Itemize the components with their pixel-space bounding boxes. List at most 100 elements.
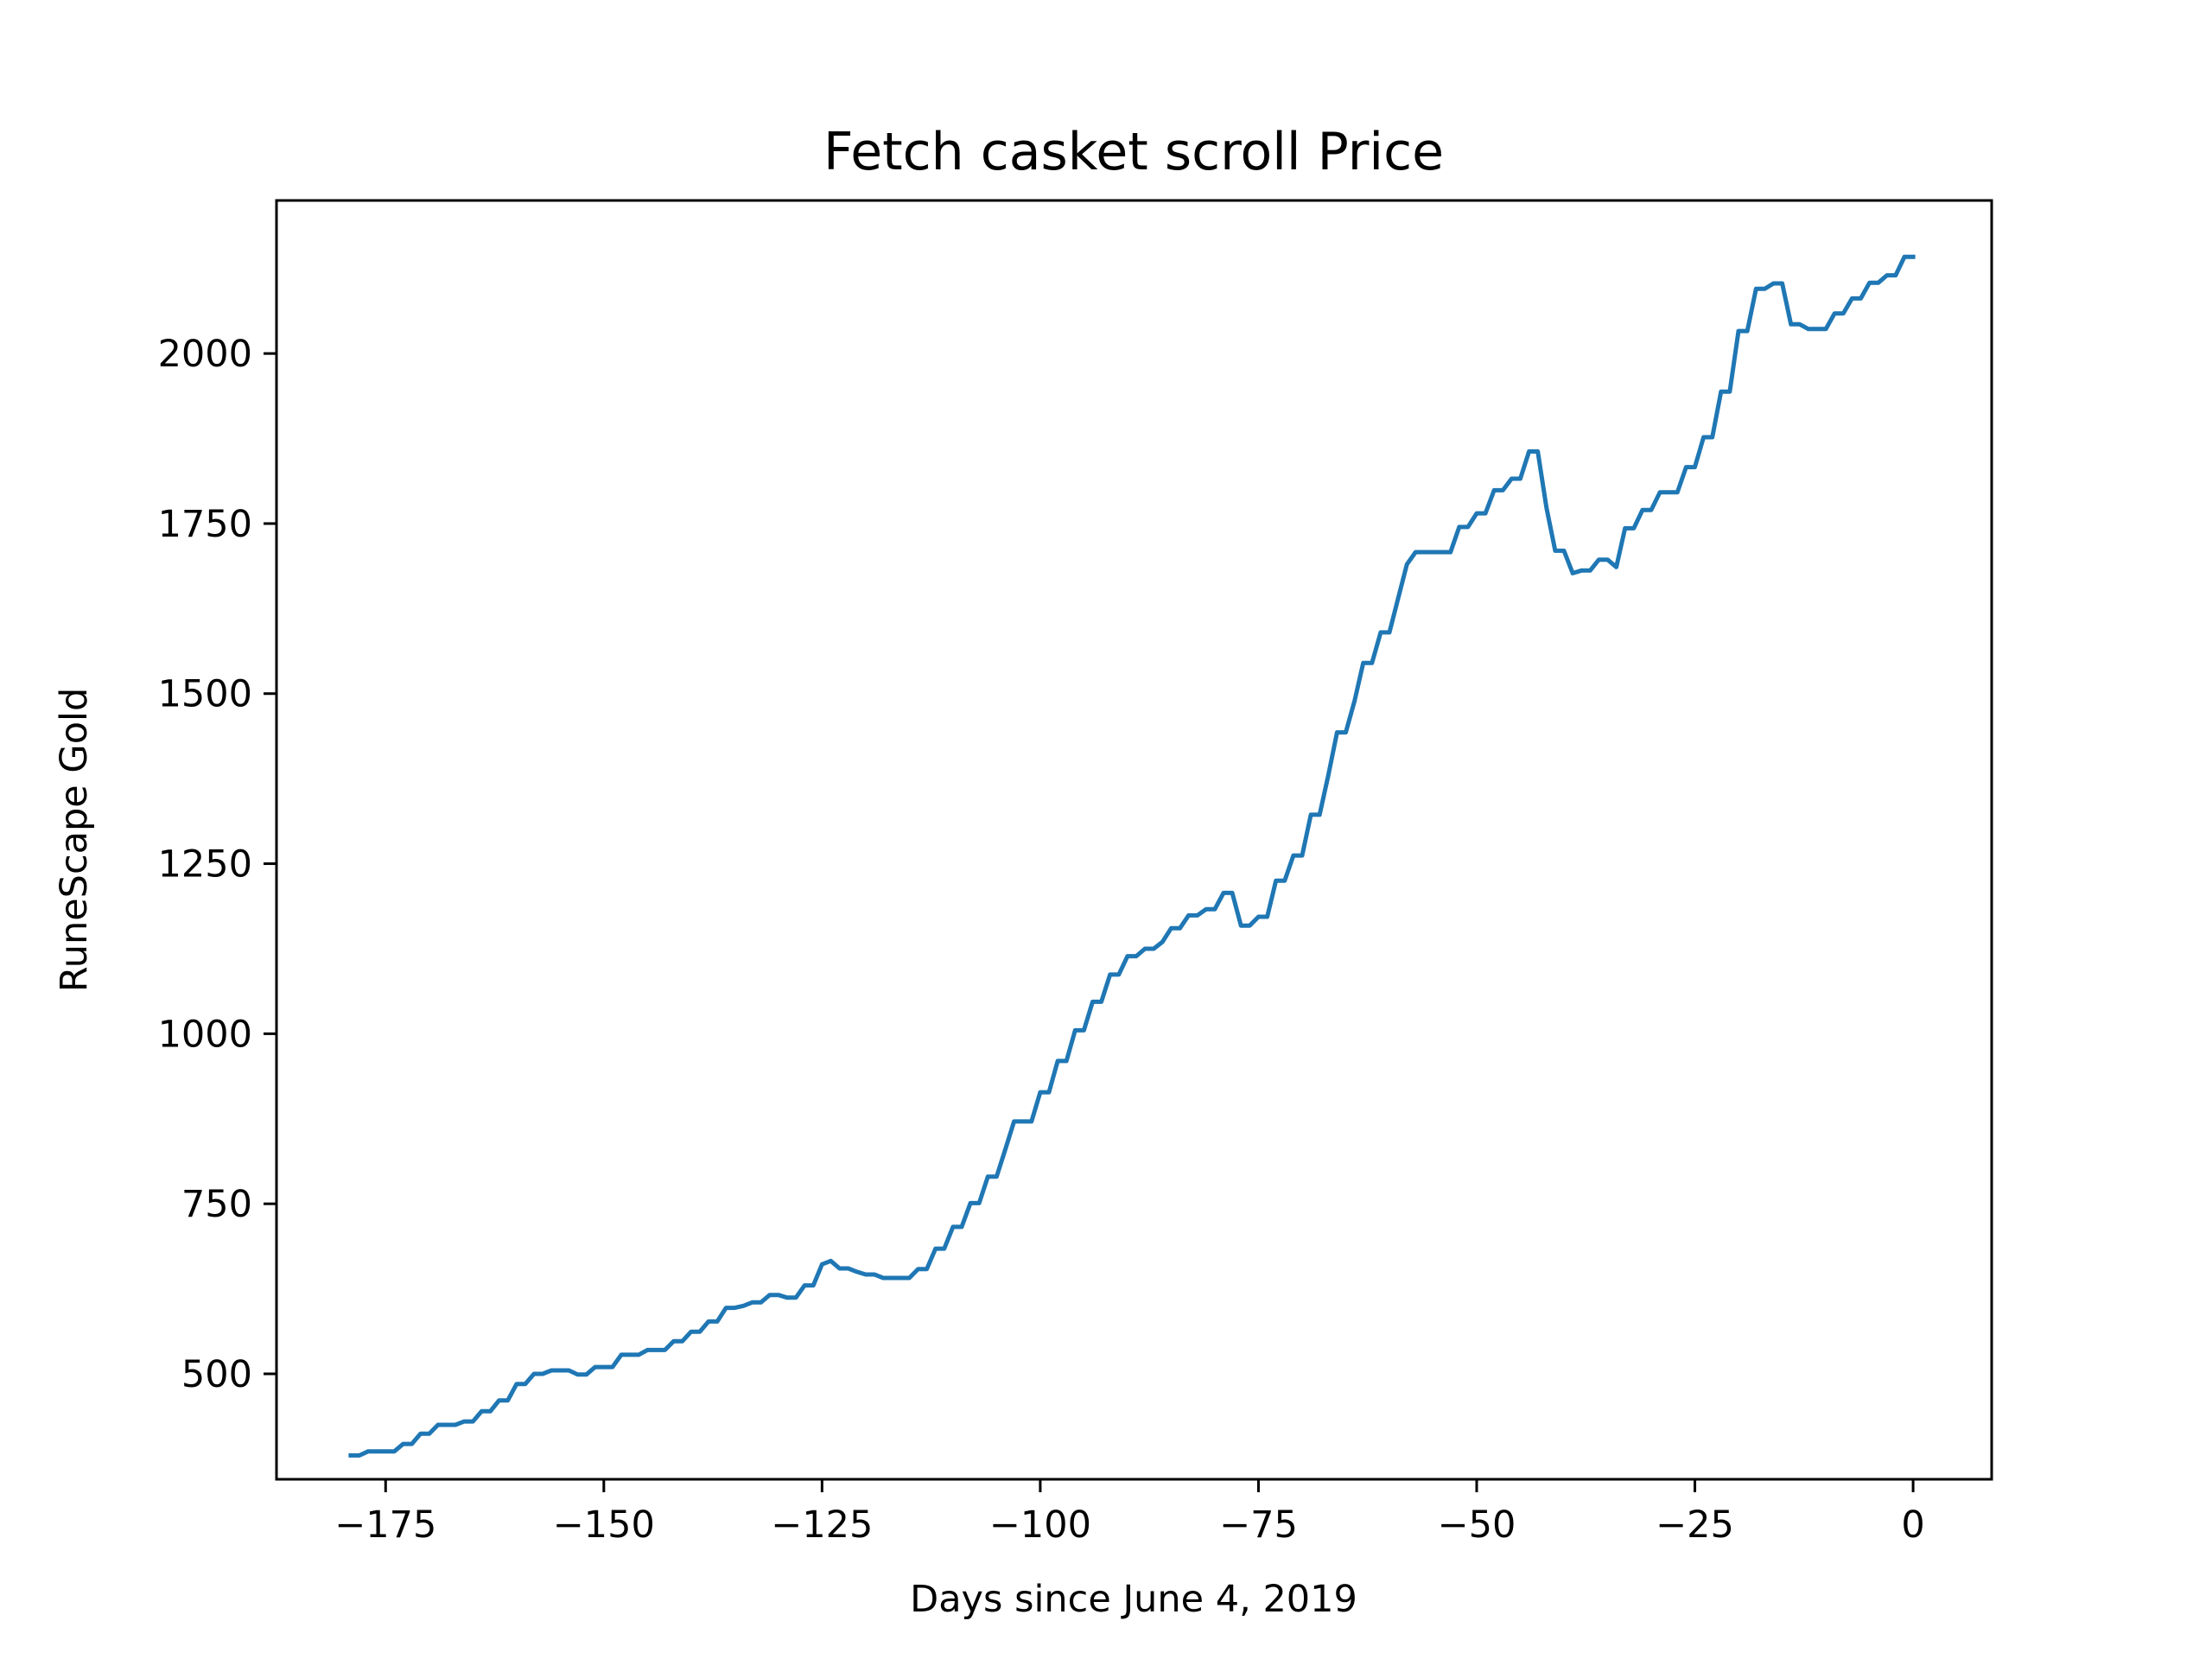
plot-frame (275, 199, 1993, 1481)
data-point (1205, 907, 1208, 911)
data-point (943, 1247, 946, 1250)
data-point (785, 1296, 789, 1300)
data-point (471, 1420, 474, 1423)
data-point (1187, 913, 1191, 917)
data-point (1309, 813, 1313, 817)
data-point (576, 1373, 580, 1376)
x-axis: −175 −150 −125 −100 −75 −50 −25 0 (334, 1479, 1925, 1547)
data-point (1126, 955, 1129, 958)
data-point (445, 1423, 448, 1427)
data-point (1528, 450, 1531, 454)
data-point (855, 1270, 859, 1274)
data-point (1065, 1059, 1068, 1063)
data-point (1300, 854, 1304, 857)
data-point (864, 1273, 868, 1276)
y-tick-label: 1000 (158, 1013, 252, 1056)
series-layer (348, 254, 1916, 1458)
data-point (724, 1306, 728, 1310)
data-point (611, 1365, 614, 1369)
data-point (498, 1399, 501, 1402)
data-point (1754, 287, 1758, 290)
data-point (768, 1294, 772, 1297)
data-point (1379, 631, 1382, 634)
data-point (1841, 312, 1845, 315)
data-point (1335, 731, 1338, 734)
data-point (873, 1273, 876, 1276)
data-point (1135, 955, 1138, 958)
data-point (1082, 1028, 1085, 1032)
data-point (803, 1284, 806, 1287)
plot-area (276, 200, 1992, 1479)
data-point (1719, 390, 1723, 393)
data-point (838, 1267, 842, 1270)
data-point (1868, 281, 1872, 284)
data-point (881, 1276, 885, 1280)
data-point (1501, 488, 1504, 492)
data-point (1492, 488, 1496, 492)
data-point (811, 1284, 815, 1287)
data-point (1702, 435, 1706, 439)
data-point (1649, 508, 1653, 512)
data-point (392, 1450, 396, 1453)
data-point (1615, 565, 1618, 569)
data-point (1606, 558, 1610, 562)
data-point (1274, 879, 1278, 882)
data-point (1484, 512, 1487, 515)
data-point (1230, 891, 1234, 894)
data-point (1013, 1120, 1016, 1123)
data-point (1326, 773, 1330, 777)
data-point (899, 1276, 902, 1280)
data-point (1789, 322, 1793, 326)
data-point (620, 1353, 623, 1357)
data-point (1475, 512, 1478, 515)
x-tick-label: −175 (334, 1503, 436, 1547)
data-point (960, 1225, 963, 1229)
data-point (1859, 296, 1863, 300)
x-axis-label: Days since June 4, 2019 (910, 1578, 1357, 1621)
data-point (1580, 569, 1583, 572)
data-point (1658, 491, 1662, 494)
data-point (410, 1442, 414, 1446)
data-point (1239, 924, 1243, 927)
data-point (1091, 1000, 1095, 1003)
data-point (637, 1353, 640, 1357)
data-point (1370, 661, 1374, 664)
y-tick-label: 1500 (158, 673, 252, 716)
data-point (454, 1423, 457, 1427)
data-point (733, 1306, 736, 1310)
data-point (1588, 569, 1592, 572)
data-point (1030, 1120, 1033, 1123)
data-point (1152, 947, 1155, 950)
data-point (550, 1369, 553, 1372)
data-point (506, 1399, 510, 1402)
data-point (907, 1276, 911, 1280)
data-point (1641, 508, 1644, 512)
data-point (1362, 661, 1365, 664)
y-tick-label: 750 (181, 1183, 252, 1226)
data-point (794, 1296, 798, 1300)
y-tick-label: 500 (181, 1353, 252, 1396)
data-point (1815, 327, 1819, 331)
data-point (515, 1382, 518, 1386)
data-point (1894, 274, 1897, 277)
data-point (645, 1348, 649, 1351)
data-point (1833, 312, 1836, 315)
data-point (567, 1369, 570, 1372)
data-point (890, 1276, 893, 1280)
data-point (366, 1450, 370, 1453)
data-point (1737, 329, 1740, 333)
data-point (707, 1319, 710, 1323)
data-point (995, 1175, 998, 1179)
data-point (1877, 281, 1880, 284)
x-tick-label: −50 (1438, 1503, 1516, 1547)
data-point (1798, 322, 1802, 326)
data-point (1405, 563, 1408, 566)
data-point (402, 1442, 405, 1446)
data-point (1763, 287, 1766, 290)
data-point (847, 1267, 850, 1270)
data-point (1807, 327, 1810, 331)
data-point (1422, 550, 1426, 554)
data-point (698, 1330, 702, 1333)
data-point (925, 1268, 929, 1271)
